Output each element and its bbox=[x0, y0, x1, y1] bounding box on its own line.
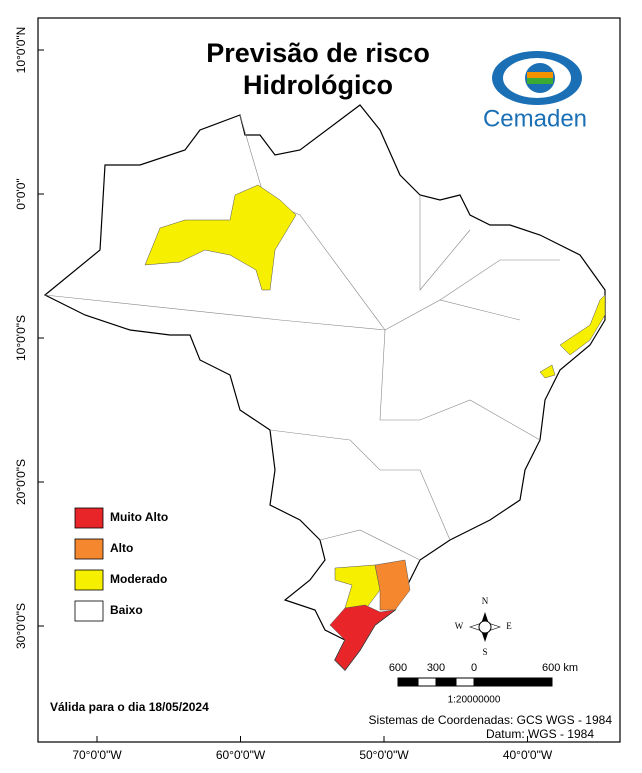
legend-label: Moderado bbox=[110, 572, 167, 586]
title-line: Hidrológico bbox=[243, 70, 393, 100]
logo-eye bbox=[492, 51, 582, 105]
lat-label: 10°0'0"S bbox=[14, 315, 28, 361]
lon-label: 50°0'0"W bbox=[359, 748, 409, 762]
lon-label: 70°0'0"W bbox=[72, 748, 122, 762]
legend-label: Alto bbox=[110, 541, 133, 555]
area-moderado bbox=[539, 364, 556, 379]
lat-label: 20°0'0"S bbox=[14, 459, 28, 505]
state-borders bbox=[44, 114, 560, 561]
lon-label: 60°0'0"W bbox=[216, 748, 266, 762]
area-moderado bbox=[559, 294, 606, 356]
compass bbox=[469, 612, 501, 642]
title-line: Previsão de risco bbox=[206, 38, 430, 68]
area-muito-alto bbox=[329, 604, 396, 671]
graticule: 10°0'0"N 0°0'0" 10°0'0"S 20°0'0"S 30°0'0"S 70… bbox=[14, 27, 553, 763]
lat-label: 30°0'0"S bbox=[14, 603, 28, 649]
compass-label: W bbox=[455, 621, 464, 631]
scale-ratio: 1:20000000 bbox=[448, 695, 501, 706]
scale-label: 0 bbox=[471, 662, 477, 674]
lat-label: 0°0'0" bbox=[14, 178, 28, 209]
scale-label: 300 bbox=[427, 662, 445, 674]
lon-label: 40°0'0"W bbox=[503, 748, 553, 762]
lat-label: 10°0'0"N bbox=[14, 27, 28, 74]
validity-text: Válida para o dia 18/05/2024 bbox=[50, 700, 209, 714]
legend-swatch bbox=[74, 538, 104, 560]
compass-label: S bbox=[482, 647, 487, 657]
scale-label: 600 bbox=[389, 662, 407, 674]
legend-label: Baixo bbox=[110, 603, 143, 617]
scale-bar bbox=[397, 677, 553, 687]
logo-text: Cemaden bbox=[483, 105, 587, 132]
area-moderado bbox=[144, 184, 297, 291]
legend: Muito Alto Alto Moderado Baixo bbox=[74, 507, 168, 622]
legend-swatch bbox=[74, 600, 104, 622]
credits: Datum: WGS - 1984 bbox=[486, 727, 594, 741]
compass-label: E bbox=[506, 621, 512, 631]
risk-areas bbox=[144, 184, 606, 671]
legend-swatch bbox=[74, 507, 104, 529]
legend-label: Muito Alto bbox=[110, 510, 168, 524]
scale-label: 600 km bbox=[542, 662, 578, 674]
compass-label: N bbox=[482, 596, 489, 606]
legend-swatch bbox=[74, 569, 104, 591]
credits: Sistemas de Coordenadas: GCS WGS - 1984 bbox=[369, 713, 613, 727]
